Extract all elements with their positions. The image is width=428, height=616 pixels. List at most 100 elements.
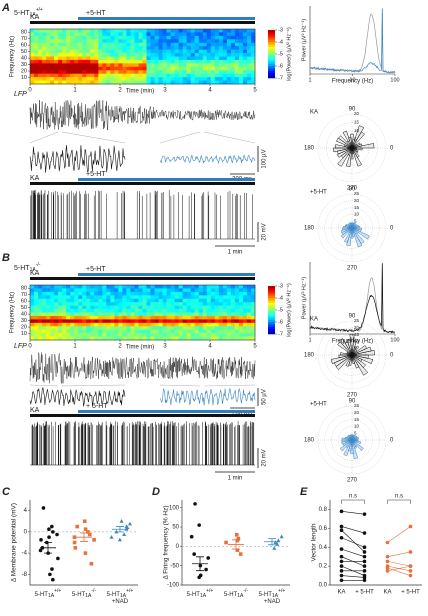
spectrogram-cell <box>230 35 236 40</box>
spectrogram-cell <box>222 322 228 327</box>
spectrogram-cell <box>118 333 123 337</box>
spectrogram-cell <box>98 319 103 324</box>
spectrogram-cell <box>206 42 212 47</box>
spectrogram-cell <box>246 49 252 54</box>
spectrogram-cell <box>198 39 204 44</box>
spectrogram-cell <box>50 32 55 37</box>
pair-line <box>341 526 365 534</box>
spectrogram-cell <box>78 298 83 303</box>
spectrogram-cell <box>218 329 224 334</box>
spectrogram-cell <box>222 329 228 334</box>
spectrogram-cell <box>150 298 155 303</box>
spectrogram-cell <box>38 80 43 85</box>
spectrogram-cell <box>50 295 55 300</box>
spectrogram-cell <box>58 295 63 300</box>
spectrogram-cell <box>102 309 107 313</box>
scale-bar <box>230 146 259 175</box>
spectrogram-cell <box>126 291 131 296</box>
spectrogram-cell <box>218 312 224 317</box>
spectrogram-cell <box>178 305 183 310</box>
spectrogram-cell <box>214 29 220 33</box>
point <box>86 530 90 534</box>
spectrogram-cell <box>162 298 167 303</box>
spectrogram-cell <box>206 326 212 330</box>
spectrogram-cell <box>198 319 204 324</box>
spectrogram-cell <box>110 288 115 293</box>
spectrogram-cell <box>142 336 147 341</box>
spectrogram-cell <box>30 29 35 33</box>
y-tick-label: 4 <box>24 508 28 514</box>
point <box>235 538 240 543</box>
spectrogram-cell <box>230 291 236 296</box>
spectrogram-cell <box>214 302 220 306</box>
spectrogram-cell <box>50 80 55 85</box>
spectrogram-cell <box>130 322 135 327</box>
spectrogram-cell <box>154 35 159 40</box>
spectrogram-cell <box>194 49 200 54</box>
spectrogram-cell <box>90 39 95 44</box>
spectrogram-cell <box>50 319 55 324</box>
spectrogram-cell <box>82 326 87 330</box>
spectrogram-cell <box>126 305 131 310</box>
spectrogram-cell <box>30 63 35 68</box>
polar-ring <box>326 122 378 174</box>
spectrogram-cell <box>62 70 67 74</box>
ring-label: 15 <box>354 332 360 337</box>
spectrogram-cell <box>58 336 63 341</box>
spectrogram-cell <box>70 291 75 296</box>
spectrogram-cell <box>94 70 99 74</box>
spectrogram-cell <box>102 39 107 44</box>
spectrogram-cell <box>138 302 143 306</box>
spectrogram-cell <box>42 56 47 61</box>
spectrogram-cell <box>126 326 131 330</box>
spectrogram-cell <box>114 39 119 44</box>
spectrogram-cell <box>90 29 95 33</box>
spectrogram-cell <box>162 291 167 296</box>
spectrogram-cell <box>58 70 63 74</box>
genotype: 5-HT1A+/+ <box>14 7 43 18</box>
spectrogram-cell <box>202 80 208 85</box>
spectrogram-cell <box>174 291 179 296</box>
x-tick-label: + 5-HT <box>355 590 374 596</box>
spectrogram-cell <box>238 59 244 64</box>
spectrogram-cell <box>214 73 220 78</box>
spectrogram-cell <box>106 59 111 64</box>
spectrogram-cell <box>34 80 39 85</box>
spectrogram-cell <box>130 288 135 293</box>
spectrogram-cell <box>178 288 183 293</box>
spectrogram-cell <box>62 56 67 61</box>
spectrogram-cell <box>122 77 127 81</box>
spectrogram-cell <box>118 295 123 300</box>
spectrogram-cell <box>214 326 220 330</box>
spectrogram-cell <box>46 56 51 61</box>
y-tick-label: 20 <box>21 69 27 75</box>
spectrogram-cell <box>58 35 63 40</box>
spectrogram-cell <box>158 312 163 317</box>
spectrogram-cell <box>150 336 155 341</box>
spectrogram-cell <box>186 312 192 317</box>
spectrogram-cell <box>62 49 67 54</box>
drug-bar <box>78 178 255 181</box>
spectrogram-cell <box>50 336 55 341</box>
point <box>92 538 96 542</box>
spectrogram-cell <box>210 336 216 341</box>
spectrogram-cell <box>146 298 151 303</box>
spectrogram-cell <box>246 32 252 37</box>
spectrogram-cell <box>34 336 39 341</box>
scale-label: 1 min <box>228 250 243 256</box>
spectrogram-cell <box>78 326 83 330</box>
spectrogram-cell <box>246 288 252 293</box>
spectrogram-cell <box>230 32 236 37</box>
spectrogram-cell <box>82 73 87 78</box>
spectrogram-cell <box>210 312 216 317</box>
spectrogram-cell <box>90 80 95 85</box>
spectrogram-cell <box>138 73 143 78</box>
spectrogram-cell <box>46 46 51 50</box>
point <box>339 528 344 533</box>
spectrogram-cell <box>222 312 228 317</box>
spectrogram-cell <box>90 333 95 337</box>
spectrogram-cell <box>34 298 39 303</box>
spectrogram-cell <box>122 39 127 44</box>
spectrogram-cell <box>38 333 43 337</box>
spectrogram-cell <box>90 295 95 300</box>
